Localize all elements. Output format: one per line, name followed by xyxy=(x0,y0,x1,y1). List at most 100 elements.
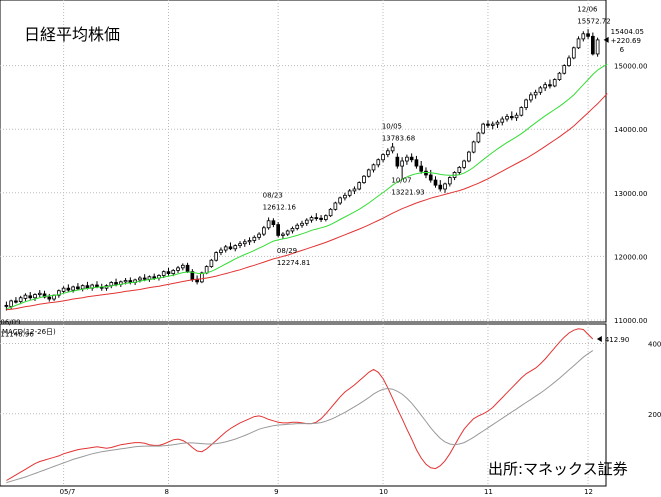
candle-body xyxy=(71,286,75,291)
candle-body xyxy=(538,87,543,93)
candle-body xyxy=(438,184,443,190)
candle-body xyxy=(362,175,366,184)
candle-body xyxy=(529,94,533,101)
candle-body xyxy=(433,179,438,186)
annotation-date: 08/29 xyxy=(277,247,297,255)
candle-body xyxy=(109,282,114,287)
annotation-value: 12274.81 xyxy=(277,259,310,267)
price-panel: 11000.00 12000.00 13000.00 14000.00 15000.00… xyxy=(0,0,647,339)
candle-body xyxy=(524,99,528,108)
source-credit: 出所:マネックス証券 xyxy=(488,460,628,478)
candle-body xyxy=(333,202,338,210)
candle-body xyxy=(591,35,595,55)
candle-body xyxy=(366,169,371,177)
candle-body xyxy=(457,166,462,173)
price-annotations: 06/09 11148.96 08/23 12612.16 08/29 12274.81 1… xyxy=(0,5,610,338)
candle-body xyxy=(509,116,514,119)
candle-body xyxy=(519,107,524,116)
last-close-value: 15404.05 xyxy=(611,28,644,36)
candle-body xyxy=(381,154,385,161)
candle-body xyxy=(238,243,242,246)
candle-body xyxy=(171,269,176,274)
candle-body xyxy=(123,280,128,283)
macd-last-marker xyxy=(596,336,602,343)
candle-body xyxy=(161,271,166,276)
macd-panel-title: MACD(12-26日) xyxy=(2,328,56,336)
candle-body xyxy=(486,123,490,126)
macd-panel-frame xyxy=(0,323,607,487)
annotation-value: 15572.72 xyxy=(577,17,610,25)
candle-body xyxy=(476,132,481,143)
price-panel-frame xyxy=(0,0,607,323)
candle-body xyxy=(562,65,567,74)
annotation-date: 12/06 xyxy=(577,5,598,13)
candle-body xyxy=(152,276,157,279)
date-tick-label: 8 xyxy=(164,488,168,496)
candle-body xyxy=(309,217,314,221)
short-moving-average-line xyxy=(6,63,608,310)
last-extra-value: 6 xyxy=(620,46,625,54)
annotation-date: 06/09 xyxy=(0,319,20,327)
date-axis: 05/7 8 9 10 11 12 xyxy=(60,488,593,496)
candle-body xyxy=(319,217,323,220)
date-tick-label: 9 xyxy=(274,488,278,496)
candle-body xyxy=(557,72,562,80)
candle-body xyxy=(285,230,290,235)
candle-body xyxy=(214,252,219,261)
candle-body xyxy=(300,222,304,226)
candle-body xyxy=(343,194,347,199)
candle-body xyxy=(228,246,233,250)
candle-body xyxy=(200,272,204,283)
candle-body xyxy=(266,220,271,229)
candle-body xyxy=(328,208,333,217)
candle-body xyxy=(409,156,414,161)
annotation-value: 12612.16 xyxy=(263,203,297,211)
candle-body xyxy=(80,285,85,290)
candle-body xyxy=(424,170,428,176)
candle-body xyxy=(281,233,285,236)
candle-body xyxy=(61,287,66,292)
price-tick-label: 14000.00 xyxy=(614,126,647,134)
candle-body xyxy=(276,224,280,236)
candle-body xyxy=(176,267,180,271)
candle-body xyxy=(395,156,400,167)
candle-body xyxy=(76,286,80,290)
candle-body xyxy=(290,228,295,232)
candle-body xyxy=(233,245,238,250)
candle-body xyxy=(385,150,390,156)
candle-body xyxy=(495,121,500,125)
candle-body xyxy=(47,296,52,300)
candle-body xyxy=(533,91,538,96)
candle-body xyxy=(185,264,190,273)
candle-body xyxy=(271,220,276,225)
candle-body xyxy=(428,174,433,181)
chart-title: 日経平均株価 xyxy=(24,25,120,44)
candle-body xyxy=(219,249,223,253)
candle-body xyxy=(304,219,309,224)
last-price-marker xyxy=(603,36,609,43)
candle-body xyxy=(252,236,257,241)
candle-body xyxy=(190,271,195,280)
candle-body xyxy=(357,182,362,190)
candle-body xyxy=(242,241,247,245)
candle-body xyxy=(586,33,590,37)
candle-body xyxy=(138,277,142,281)
candle-body xyxy=(376,159,381,166)
candle-body xyxy=(352,188,357,192)
macd-tick-label: 400 xyxy=(648,341,661,349)
candle-body xyxy=(23,294,28,299)
candle-body xyxy=(400,160,404,167)
candle-body xyxy=(371,164,376,171)
candle-body xyxy=(467,151,471,162)
candle-body xyxy=(500,118,505,123)
candle-body xyxy=(37,292,42,295)
date-tick-label: 05/7 xyxy=(60,488,76,496)
annotation-value: 13221.93 xyxy=(391,189,424,197)
macd-axis: 200 400 xyxy=(648,341,661,419)
candle-body xyxy=(18,297,23,302)
candle-body xyxy=(447,177,452,185)
date-tick-label: 10 xyxy=(379,488,388,496)
annotation-date: 10/05 xyxy=(382,122,402,130)
